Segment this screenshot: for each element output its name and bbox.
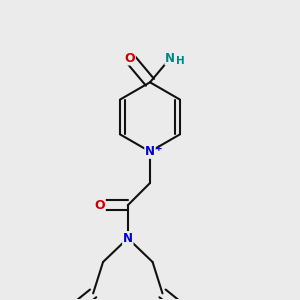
Text: O: O	[124, 52, 135, 65]
Text: O: O	[94, 199, 105, 212]
Text: H: H	[176, 56, 185, 66]
Text: +: +	[155, 144, 163, 153]
Text: N: N	[145, 145, 155, 158]
Text: N: N	[165, 52, 175, 65]
Text: N: N	[123, 232, 133, 245]
